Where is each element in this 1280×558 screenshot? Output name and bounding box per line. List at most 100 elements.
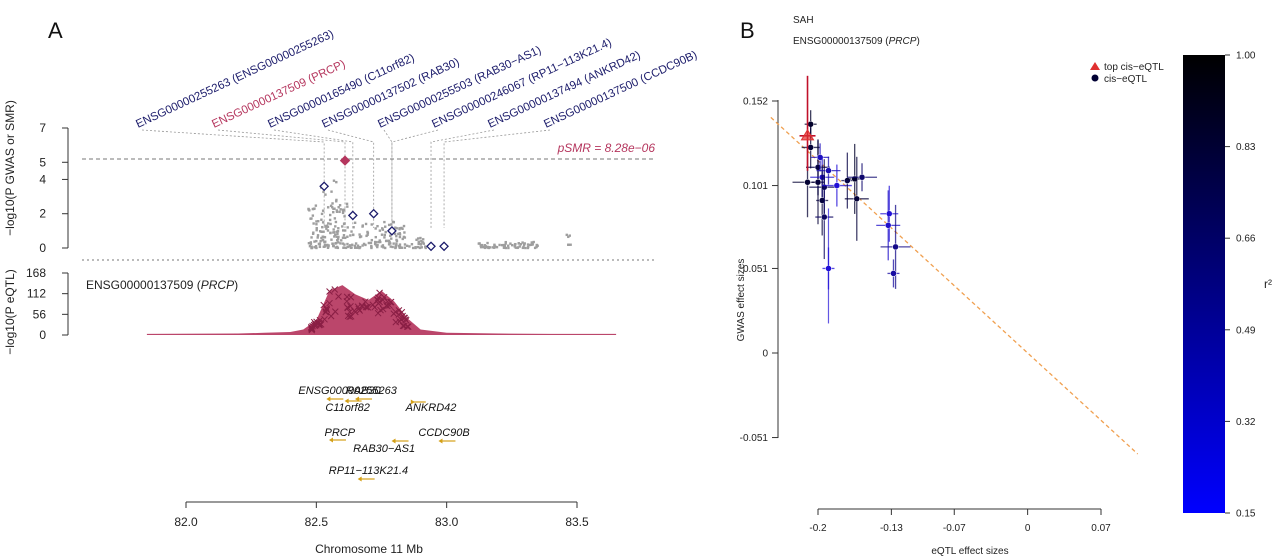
gwas-point: [369, 241, 373, 245]
gwas-point: [381, 228, 385, 231]
gwas-point: [394, 226, 397, 229]
gwas-point: [317, 219, 320, 223]
gwas-point: [398, 227, 401, 230]
gwas-point: [477, 242, 481, 245]
gwas-point: [333, 217, 337, 220]
gwas-point: [342, 246, 345, 249]
gwas-point: [349, 234, 352, 237]
gwas-point: [339, 242, 342, 245]
cis-eqtl-point: [858, 174, 866, 181]
gwas-point: [395, 238, 398, 242]
gwas-point: [320, 212, 324, 216]
gwas-point: [311, 207, 315, 211]
gwas-point: [333, 235, 336, 238]
gwas-point: [338, 210, 341, 214]
gene-arrow-head: [391, 438, 396, 444]
gwas-y-axis: 0 2 4 5 7: [39, 121, 69, 255]
gwas-point: [336, 230, 340, 233]
gwas-point: [310, 246, 314, 250]
gwas-point: [393, 232, 397, 236]
gene-label: RAB30: [346, 385, 382, 397]
gwas-point: [513, 245, 516, 248]
gwas-point: [390, 223, 393, 226]
gwas-point: [509, 242, 512, 245]
gwas-point: [358, 233, 361, 236]
chrom-xtick-label: 83.0: [435, 515, 459, 529]
gwas-point: [364, 222, 368, 226]
eqtl-cross: [311, 320, 319, 328]
smr-point: [426, 241, 436, 252]
eqtl-cross: [374, 309, 382, 317]
eqtl-cross: [326, 299, 333, 307]
b-xtick-label: 0.07: [1091, 523, 1111, 534]
gwas-point: [346, 245, 349, 249]
gwas-point: [419, 243, 423, 246]
gwas-point: [335, 198, 338, 202]
colorbar: [1183, 55, 1225, 513]
colorbar-tick-label: 0.32: [1236, 417, 1256, 428]
gwas-point: [337, 227, 340, 230]
chrom-xtick-label: 82.0: [174, 515, 198, 529]
gwas-point: [323, 236, 327, 239]
gwas-point: [335, 245, 339, 249]
eqtl-cross: [403, 323, 411, 331]
gwas-point: [342, 234, 346, 237]
gene-arrow-head: [328, 437, 333, 443]
gwas-point: [403, 243, 407, 246]
gwas-point: [335, 210, 339, 214]
gwas-point: [353, 244, 357, 248]
gene-label: ENSG00000255263: [298, 385, 397, 397]
gwas-point: [417, 241, 420, 244]
gwas-ytick-label: 2: [39, 207, 46, 221]
gwas-point: [326, 243, 329, 247]
gwas-point: [395, 234, 398, 238]
gwas-point: [524, 246, 527, 250]
gwas-point: [320, 236, 323, 240]
gwas-point: [567, 243, 570, 246]
gwas-point: [353, 246, 357, 249]
gwas-point: [387, 243, 391, 246]
eqtl-cross: [335, 293, 342, 300]
gwas-point: [380, 233, 384, 236]
gwas-point: [341, 229, 345, 232]
gwas-point: [416, 245, 420, 249]
gwas-point: [401, 237, 404, 241]
gwas-point: [330, 206, 334, 209]
eqtl-cross: [404, 323, 412, 330]
gwas-point: [516, 246, 519, 250]
eqtl-cross: [364, 304, 372, 311]
gwas-point: [536, 244, 539, 247]
gwas-point: [500, 243, 504, 247]
gwas-point: [358, 235, 362, 239]
gwas-point: [374, 227, 377, 230]
eqtl-cross: [327, 312, 335, 320]
gwas-point: [334, 246, 338, 249]
gwas-point: [514, 246, 518, 249]
smr-point: [368, 208, 379, 219]
gwas-point: [346, 205, 349, 208]
gwas-point: [394, 246, 397, 250]
gwas-point: [315, 246, 318, 250]
gwas-point: [402, 235, 406, 239]
gwas-point: [332, 207, 335, 211]
gwas-point: [351, 233, 355, 236]
gwas-point: [343, 243, 346, 246]
gwas-point: [334, 242, 337, 245]
gwas-point: [313, 240, 316, 243]
gwas-point: [382, 246, 385, 249]
eqtl-cross: [331, 286, 339, 293]
eqtl-cross: [379, 305, 387, 313]
gwas-point: [484, 244, 487, 248]
gwas-point: [378, 229, 382, 232]
gene-arrow-head: [357, 476, 362, 482]
gwas-point: [346, 226, 349, 229]
eqtl-cross: [401, 314, 409, 322]
gwas-point: [346, 242, 349, 246]
probe-connectors: [141, 129, 551, 228]
gwas-point: [504, 240, 507, 244]
gwas-point: [323, 240, 326, 244]
gwas-point: [356, 245, 360, 249]
eqtl-y-axis: 0 56 112 168: [26, 266, 69, 342]
gwas-point: [341, 225, 344, 228]
